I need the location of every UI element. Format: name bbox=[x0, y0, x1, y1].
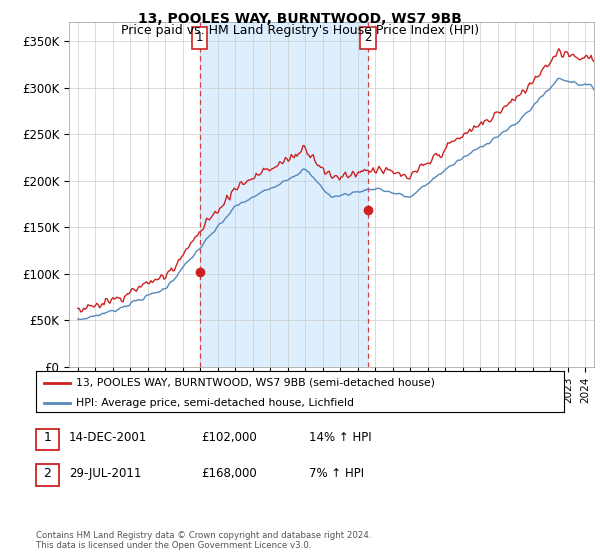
Text: £102,000: £102,000 bbox=[201, 431, 257, 445]
Text: 29-JUL-2011: 29-JUL-2011 bbox=[69, 466, 142, 480]
Bar bbox=[200, 22, 368, 367]
Text: 13, POOLES WAY, BURNTWOOD, WS7 9BB: 13, POOLES WAY, BURNTWOOD, WS7 9BB bbox=[138, 12, 462, 26]
Text: Contains HM Land Registry data © Crown copyright and database right 2024.
This d: Contains HM Land Registry data © Crown c… bbox=[36, 530, 371, 550]
Text: 14-DEC-2001: 14-DEC-2001 bbox=[69, 431, 147, 445]
Text: 7% ↑ HPI: 7% ↑ HPI bbox=[309, 466, 364, 480]
Text: 2: 2 bbox=[364, 31, 371, 44]
Text: 1: 1 bbox=[196, 31, 203, 44]
Text: 2: 2 bbox=[43, 466, 52, 480]
Text: £168,000: £168,000 bbox=[201, 466, 257, 480]
Text: HPI: Average price, semi-detached house, Lichfield: HPI: Average price, semi-detached house,… bbox=[76, 398, 353, 408]
Text: 13, POOLES WAY, BURNTWOOD, WS7 9BB (semi-detached house): 13, POOLES WAY, BURNTWOOD, WS7 9BB (semi… bbox=[76, 377, 434, 388]
Text: 1: 1 bbox=[43, 431, 52, 445]
Text: Price paid vs. HM Land Registry's House Price Index (HPI): Price paid vs. HM Land Registry's House … bbox=[121, 24, 479, 36]
Text: 14% ↑ HPI: 14% ↑ HPI bbox=[309, 431, 371, 445]
